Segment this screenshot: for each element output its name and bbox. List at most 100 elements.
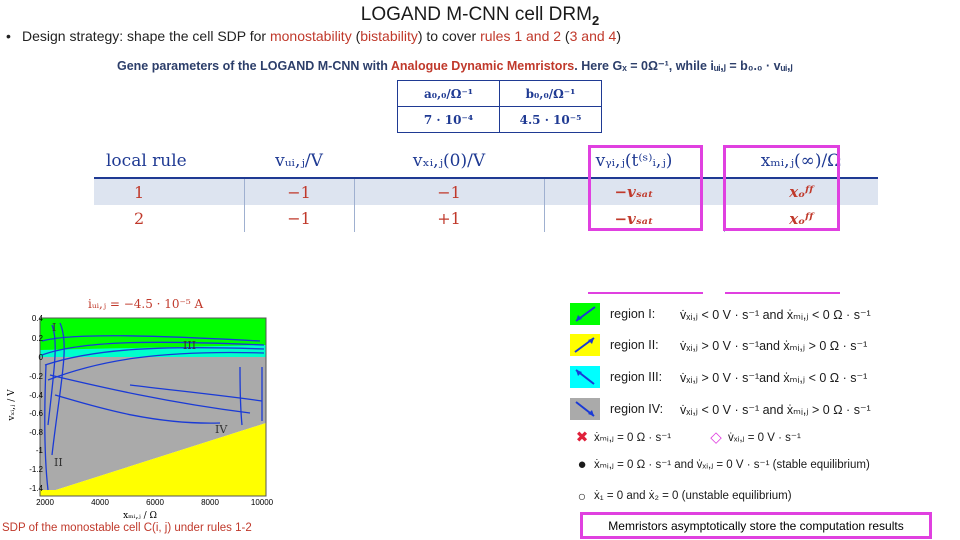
strategy-suffix: ) [616, 28, 621, 44]
rule-header-xm: xₘᵢ,ⱼ(∞)/Ω [724, 145, 878, 179]
plot-title: iᵤᵢ,ⱼ = −4.5 · 10⁻⁵ A [88, 297, 204, 311]
y-tick: -0.2 [29, 372, 43, 381]
rule-2-vy: −vₛₐₜ [543, 205, 724, 232]
strategy-line: • Design strategy: shape the cell SDP for… [6, 28, 621, 44]
y-tick: 0 [39, 353, 44, 362]
plot-frame [39, 317, 267, 497]
legend-region-iii: region III: v̇ₓᵢ,ⱼ > 0 V · s⁻¹and ẋₘᵢ,ⱼ… [570, 365, 867, 389]
trajectory-path [44, 347, 265, 366]
rule-2-number: 2 [134, 209, 145, 228]
y-tick: -1 [36, 446, 44, 455]
trajectory-path [54, 394, 221, 424]
y-tick: -0.6 [29, 409, 43, 418]
v-nullcline-icon: ◇ [710, 429, 722, 446]
parameter-value-row: 7 · 10⁻⁴ 4.5 · 10⁻⁵ [397, 106, 602, 133]
legend-stable: ● ẋₘᵢ,ⱼ = 0 Ω · s⁻¹ and v̇ₓᵢ,ⱼ = 0 V · … [570, 452, 870, 476]
rule-header-local-rule: local rule [94, 145, 244, 179]
legend-x-nullcline: ẋₘᵢ,ⱼ = 0 Ω · s⁻¹ [594, 432, 672, 444]
y-tick: -1.2 [29, 465, 43, 474]
y-tick: -1.4 [29, 484, 43, 493]
region-label-iv: IV [215, 423, 228, 436]
region-ii-bottom [40, 490, 266, 496]
rule-row-1: 1 −1 −1 −vₛₐₜ xₒᶠᶠ [94, 178, 878, 205]
legend-region-i-cond: v̇ₓᵢ,ⱼ < 0 V · s⁻¹ and ẋₘᵢ,ⱼ < 0 Ω · s⁻… [680, 307, 871, 322]
gene-caption-prefix: Gene parameters of the LOGAND M-CNN with [117, 59, 391, 73]
legend-region-ii-cond: v̇ₓᵢ,ⱼ > 0 V · s⁻¹and ẋₘᵢ,ⱼ > 0 Ω · s⁻¹ [680, 338, 868, 353]
rule-1-vy: −vₛₐₜ [543, 178, 724, 205]
highlight-box-xm [723, 145, 840, 231]
strategy-monostability: monostability [269, 28, 352, 44]
rule-1-vu: −1 [243, 178, 354, 205]
trajectory-path [239, 366, 243, 426]
region-ii-area [40, 423, 266, 495]
param-header-a: a₀,₀/Ω⁻¹ [397, 80, 500, 107]
rule-1-number: 1 [94, 178, 244, 205]
rule-1-xm: xₒᶠᶠ [723, 178, 878, 205]
bullet-icon: • [6, 28, 11, 44]
region-ii-swatch [570, 334, 600, 356]
legend-stable-text: ẋₘᵢ,ⱼ = 0 Ω · s⁻¹ and v̇ₓᵢ,ⱼ = 0 V · s⁻… [594, 459, 870, 471]
trajectory-path [51, 322, 65, 456]
y-tick: 0.2 [32, 334, 44, 343]
rule-2-vx0: +1 [353, 205, 544, 232]
y-tick: 0.4 [32, 314, 44, 323]
parameter-table: a₀,₀/Ω⁻¹ b₀,₀/Ω⁻¹ 7 · 10⁻⁴ 4.5 · 10⁻⁵ [397, 80, 602, 133]
legend-region-i: region I: v̇ₓᵢ,ⱼ < 0 V · s⁻¹ and ẋₘᵢ,ⱼ … [570, 302, 871, 326]
rule-header-vx0: vₓᵢ,ⱼ(0)/V [354, 145, 544, 179]
x-nullcline-icon: ✖ [575, 429, 589, 446]
conclusion-box: Memristors asymptotically store the comp… [580, 512, 932, 539]
highlight-underline-vy [588, 292, 703, 294]
region-label-iii: III [183, 339, 196, 352]
trajectory-path [47, 324, 56, 426]
legend-unstable: ○ ẋ₁ = 0 and ẋ₂ = 0 (unstable equilibriu… [570, 484, 792, 508]
legend-region-iii-cond: v̇ₓᵢ,ⱼ > 0 V · s⁻¹and ẋₘᵢ,ⱼ < 0 Ω · s⁻¹ [680, 370, 868, 385]
legend-nullclines: ✖ ẋₘᵢ,ⱼ = 0 Ω · s⁻¹ ◇ v̇ₓᵢ,ⱼ = 0 V · s⁻… [570, 425, 801, 449]
region-i-swatch [570, 303, 600, 325]
x-tick: 6000 [146, 498, 164, 507]
x-axis-label: xₘᵢ,ⱼ / Ω [123, 511, 157, 521]
sdp-plot: I III IV II 0.4 0.2 0 -0.2 -0.4 -0.6 -0.… [7, 314, 274, 521]
legend-region-i-label: region I: [610, 307, 656, 321]
title-main: LOGAND M-CNN cell DRM [360, 4, 592, 25]
x-tick: 4000 [91, 498, 109, 507]
region-iv-swatch [570, 398, 600, 420]
legend-region-ii-label: region II: [610, 338, 659, 352]
gene-caption-highlight: Analogue Dynamic Memristors [390, 59, 575, 73]
legend-region-iii-label: region III: [610, 370, 663, 384]
rule-header-row: local rule vᵤᵢ,ⱼ/V vₓᵢ,ⱼ(0)/V vᵧᵢ,ⱼ(t⁽ˢ⁾… [94, 145, 878, 179]
rule-header-vu: vᵤᵢ,ⱼ/V [244, 145, 354, 179]
y-tick: -0.4 [29, 391, 43, 400]
trajectory-path [44, 364, 49, 491]
y-tick: -0.8 [29, 428, 43, 437]
region-iv-area [40, 357, 266, 495]
strategy-middle2: ) to cover [417, 28, 481, 44]
unstable-equilibrium-icon: ○ [577, 488, 587, 504]
strategy-rules34: 3 and 4 [569, 28, 617, 44]
trajectory-path [41, 341, 265, 356]
plot-caption: SDP of the monostable cell C(i, j) under… [2, 522, 252, 534]
x-tick-labels: 2000 4000 6000 8000 10000 [36, 498, 274, 507]
title-subscript: 2 [591, 12, 600, 28]
region-iii-swatch [570, 366, 600, 388]
legend-region-iv-label: region IV: [610, 402, 664, 416]
stable-equilibrium-icon: ● [577, 455, 587, 473]
parameter-header-row: a₀,₀/Ω⁻¹ b₀,₀/Ω⁻¹ [397, 80, 602, 107]
region-label-i: I [52, 321, 56, 334]
region-label-ii: II [54, 456, 63, 469]
legend-region-iv-cond: v̇ₓᵢ,ⱼ < 0 V · s⁻¹ and ẋₘᵢ,ⱼ > 0 Ω · s⁻… [680, 402, 871, 417]
rule-1-vx0: −1 [353, 178, 544, 205]
param-value-b: 4.5 · 10⁻⁵ [499, 106, 602, 133]
rule-table: local rule vᵤᵢ,ⱼ/V vₓᵢ,ⱼ(0)/V vᵧᵢ,ⱼ(t⁽ˢ⁾… [94, 145, 878, 232]
y-tick-labels: 0.4 0.2 0 -0.2 -0.4 -0.6 -0.8 -1 -1.2 -1… [29, 314, 43, 493]
strategy-middle1: ( [351, 28, 361, 44]
trajectory-path [129, 384, 263, 402]
strategy-middle3: ( [561, 28, 570, 44]
param-header-b: b₀,₀/Ω⁻¹ [499, 80, 602, 107]
strategy-rules12: rules 1 and 2 [480, 28, 562, 44]
strategy-prefix: Design strategy: shape the cell SDP for [22, 28, 270, 44]
rule-2-vu: −1 [243, 205, 354, 232]
y-axis-label: vₓᵢ,ⱼ / V [7, 389, 17, 422]
trajectory-path [47, 351, 265, 381]
x-tick: 10000 [251, 498, 274, 507]
highlight-underline-xm [725, 292, 840, 294]
